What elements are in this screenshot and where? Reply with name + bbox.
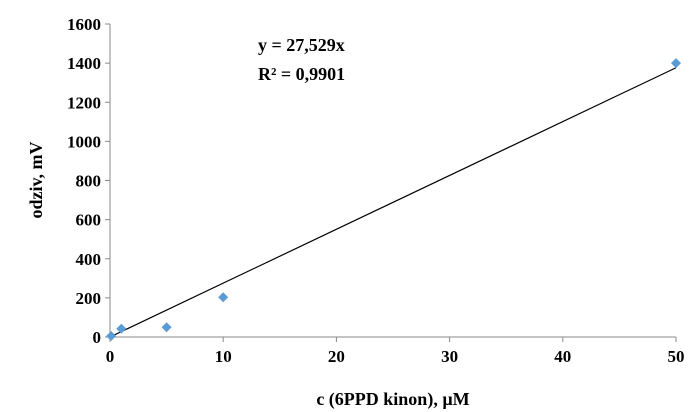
x-tick-label: 40 (554, 347, 571, 366)
y-tick-label: 1600 (67, 15, 101, 34)
y-tick-label: 1000 (67, 132, 101, 151)
data-point (671, 58, 681, 69)
tick-labels: 0 200 400 600 800 1000 1200 1400 1600 0 10 20 30 40 50 (67, 15, 685, 366)
y-tick-label: 400 (76, 250, 102, 269)
data-point (218, 292, 229, 303)
data-point (106, 331, 117, 342)
trendline (109, 67, 677, 338)
y-tick-label: 0 (93, 328, 102, 347)
y-axis-title: odziv, mV (26, 141, 46, 218)
y-tick-label: 600 (76, 211, 102, 230)
trendline-equation: y = 27,529x (258, 35, 345, 55)
x-axis-title: c (6PPD kinon), µM (316, 389, 469, 410)
y-tick-label: 200 (76, 289, 102, 308)
x-tick-label: 10 (215, 347, 232, 366)
trendline-r-squared: R² = 0,9901 (258, 64, 345, 84)
x-tick-label: 20 (328, 347, 345, 366)
y-tick-label: 1400 (67, 54, 101, 73)
y-tick-label: 800 (76, 172, 102, 191)
x-tick-label: 0 (106, 347, 115, 366)
trendline-line (109, 67, 677, 338)
data-points (106, 58, 681, 342)
y-tick-label: 1200 (67, 93, 101, 112)
x-tick-label: 30 (441, 347, 458, 366)
axes (105, 23, 677, 342)
data-point (116, 323, 127, 334)
x-tick-label: 50 (668, 347, 685, 366)
data-point (161, 322, 172, 333)
